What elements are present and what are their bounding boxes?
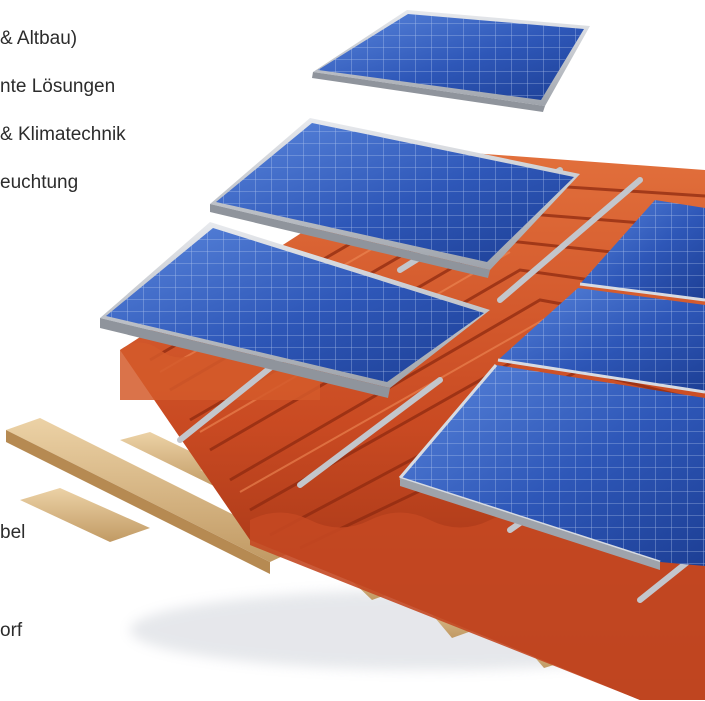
text-line-3: & Klimatechnik [0, 124, 126, 145]
text-line-4: euchtung [0, 172, 79, 193]
text-line-2: nte Lösungen [0, 76, 116, 97]
solar-panel-middle [210, 118, 580, 278]
solar-panel-top [312, 10, 590, 112]
solar-panel-lower [100, 222, 490, 398]
text-line-6: orf [0, 620, 23, 641]
text-line-5: bel [0, 522, 26, 543]
solar-panels-installed [398, 200, 705, 570]
text-line-1: & Altbau) [0, 28, 78, 49]
